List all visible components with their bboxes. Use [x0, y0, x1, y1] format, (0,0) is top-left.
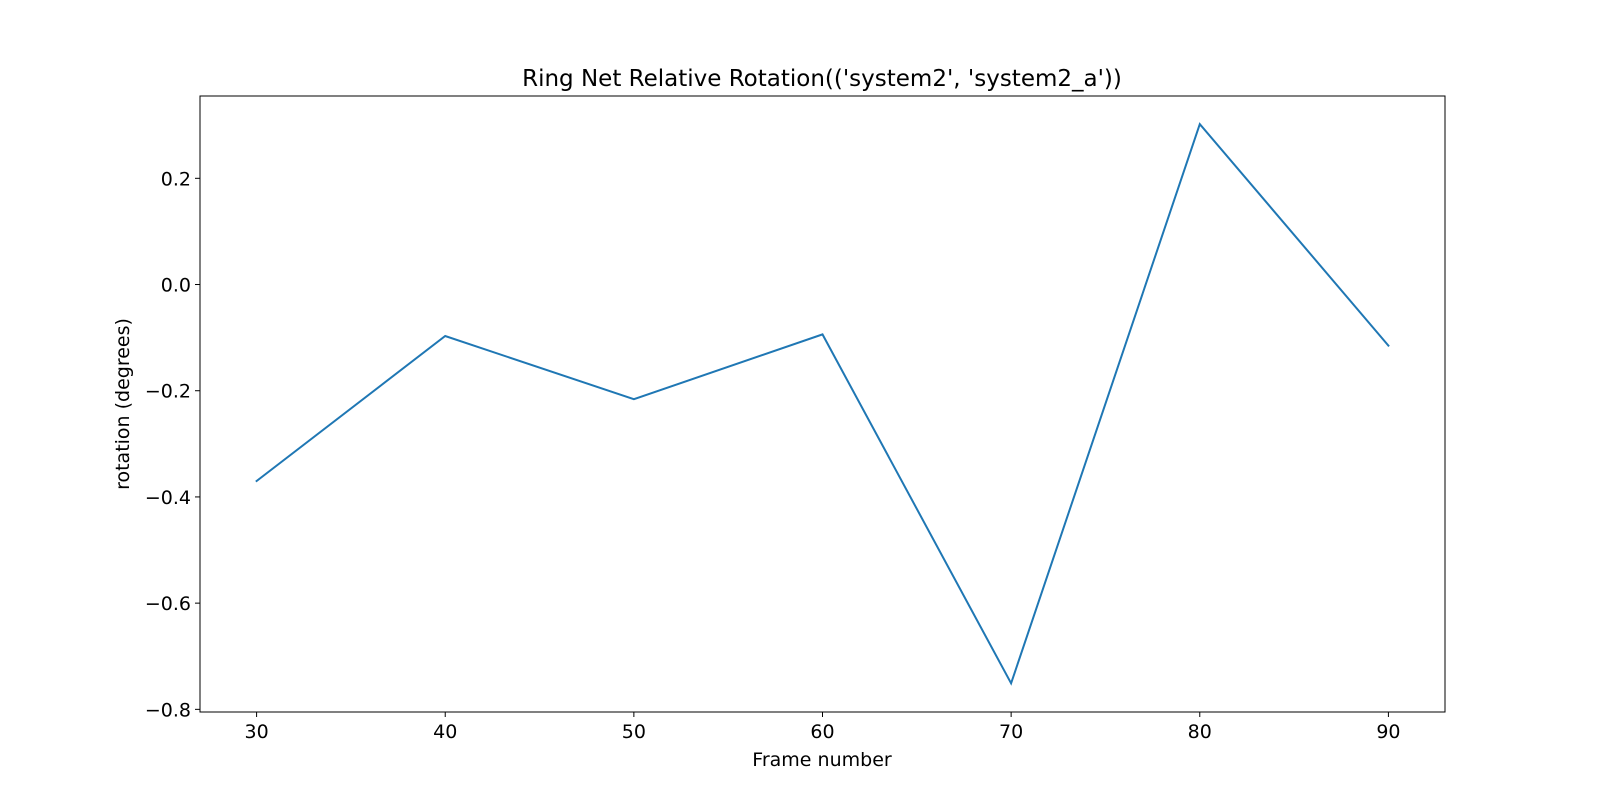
x-axis-label: Frame number — [752, 749, 892, 771]
y-tick-label: −0.8 — [145, 699, 191, 721]
y-tick-label: 0.0 — [161, 275, 191, 297]
series-line — [255, 122, 1390, 686]
y-tick-label: −0.2 — [145, 381, 191, 403]
x-tick-label: 60 — [810, 721, 834, 743]
series-layer — [255, 122, 1390, 686]
plot-frame — [199, 95, 1446, 713]
x-tick-label: 80 — [1188, 721, 1212, 743]
x-axis: 30 40 50 60 70 80 90 — [244, 712, 1401, 743]
x-tick-label: 30 — [244, 721, 268, 743]
x-tick-label: 90 — [1376, 721, 1400, 743]
y-tick-label: −0.6 — [145, 593, 191, 615]
x-tick-label: 70 — [999, 721, 1023, 743]
x-tick-label: 40 — [433, 721, 457, 743]
chart-title: Ring Net Relative Rotation(('system2', '… — [522, 66, 1122, 92]
y-axis-label: rotation (degrees) — [112, 318, 134, 490]
y-tick-label: −0.4 — [145, 487, 191, 509]
x-tick-label: 50 — [622, 721, 646, 743]
y-axis: −0.8 −0.6 −0.4 −0.2 0.0 0.2 — [145, 168, 200, 721]
y-tick-label: 0.2 — [161, 168, 191, 190]
